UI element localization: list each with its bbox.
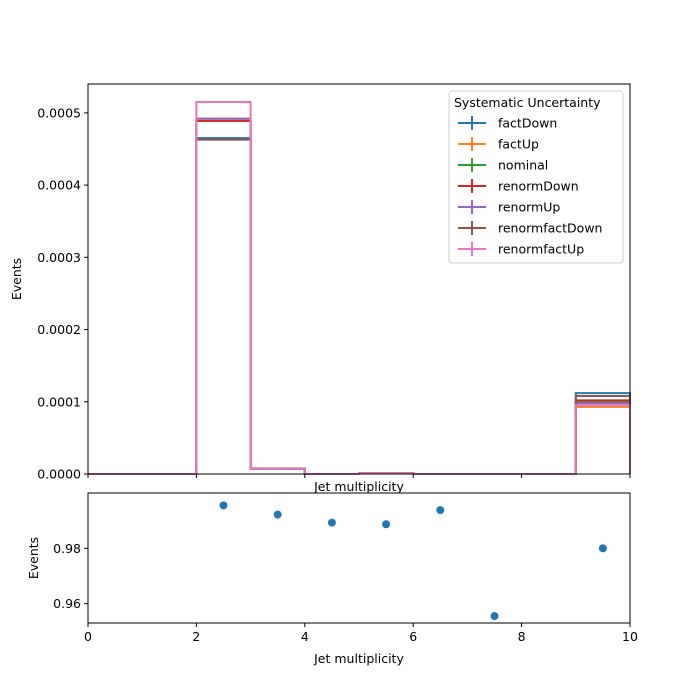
top-y-ticks: 0.0000 0.0001 0.0002 0.0003 0.0004 0.0005 <box>37 105 88 482</box>
legend-entry-renormfactUp: renormfactUp <box>458 242 584 257</box>
ratio-point <box>327 518 336 527</box>
bottom-y-ticks: 0.96 0.98 <box>53 541 88 611</box>
ratio-point <box>490 612 499 621</box>
legend-entry-renormfactDown: renormfactDown <box>458 221 602 236</box>
legend-label: factUp <box>498 137 539 152</box>
legend-entry-renormUp: renormUp <box>458 200 560 215</box>
legend-title: Systematic Uncertainty <box>454 95 601 110</box>
legend-entries: factDown factUp nominal renormDown renormUp r… <box>458 116 602 257</box>
top-x-axis-label: Jet multiplicity <box>313 479 404 494</box>
bottom-x-axis-label: Jet multiplicity <box>313 651 404 666</box>
legend-box <box>448 90 624 264</box>
top-x-ticks <box>87 474 631 478</box>
bottom-y-tick-label: 0.96 <box>53 596 81 611</box>
legend-label: renormDown <box>498 179 579 194</box>
bottom-y-tick-label: 0.98 <box>53 541 81 556</box>
bottom-x-tick-label: 4 <box>301 629 309 644</box>
bottom-x-tick-label: 8 <box>518 629 526 644</box>
bottom-points-group <box>219 501 607 621</box>
ratio-point <box>382 520 391 529</box>
top-axes-frame <box>87 83 631 475</box>
top-y-tick-label: 0.0000 <box>37 467 81 482</box>
legend: Systematic Uncertainty factDown factUp nom… <box>448 90 624 264</box>
top-y-tick-label: 0.0002 <box>37 322 81 337</box>
bottom-x-tick-label: 2 <box>192 629 200 644</box>
legend-entry-factUp: factUp <box>458 137 539 152</box>
legend-label: nominal <box>498 158 548 173</box>
top-panel: 0.0000 0.0001 0.0002 0.0003 0.0004 0.0005 Eve… <box>9 83 631 494</box>
top-y-tick-label: 0.0003 <box>37 250 81 265</box>
top-y-tick-label: 0.0001 <box>37 394 81 409</box>
bottom-x-tick-label: 0 <box>84 629 92 644</box>
top-y-tick-label: 0.0005 <box>37 105 81 120</box>
legend-label: renormfactUp <box>498 242 584 257</box>
bottom-axes-frame <box>87 492 631 624</box>
ratio-point <box>598 544 607 553</box>
top-y-tick-label: 0.0004 <box>37 178 81 193</box>
bottom-x-ticks: 0 2 4 6 8 10 <box>84 623 638 644</box>
legend-label: renormUp <box>498 200 560 215</box>
ratio-point <box>219 501 228 510</box>
ratio-point <box>436 506 445 515</box>
bottom-panel: 0.96 0.98 0 2 4 6 8 10 Events Jet multiplicity <box>26 492 638 666</box>
legend-label: factDown <box>498 116 557 131</box>
bottom-y-axis-label: Events <box>26 537 41 579</box>
legend-entry-renormDown: renormDown <box>458 179 579 194</box>
bottom-x-tick-label: 10 <box>622 629 638 644</box>
legend-label: renormfactDown <box>498 221 602 236</box>
legend-entry-nominal: nominal <box>458 158 548 173</box>
top-y-axis-label: Events <box>9 258 24 300</box>
ratio-point <box>273 510 282 519</box>
legend-entry-factDown: factDown <box>458 116 557 131</box>
bottom-x-tick-label: 6 <box>409 629 417 644</box>
